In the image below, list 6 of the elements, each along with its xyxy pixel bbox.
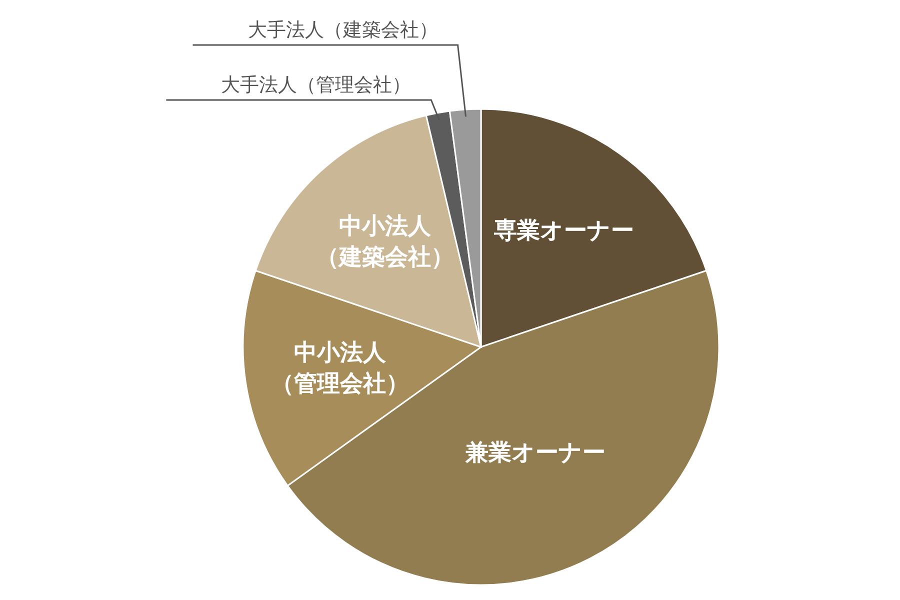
slice-label: 中小法人（建築会社） (316, 213, 454, 270)
slice-label: 中小法人（管理会社） (270, 340, 409, 398)
slice-label: 専業オーナー (493, 218, 634, 244)
slice-label: 大手法人（管理会社） (221, 74, 412, 96)
slice-label: 大手法人（建築会社） (248, 19, 438, 41)
slice-label: 兼業オーナー (464, 440, 606, 466)
